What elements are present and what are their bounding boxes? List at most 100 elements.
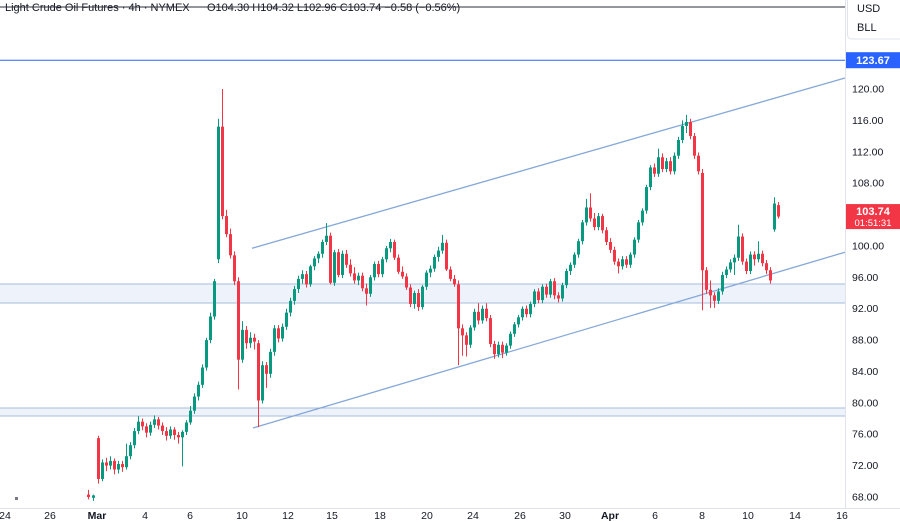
candle-body xyxy=(285,312,288,327)
candle-body xyxy=(709,289,712,296)
trendline[interactable] xyxy=(252,251,846,429)
candle-body xyxy=(625,259,628,265)
candle-body xyxy=(633,239,636,255)
candle-body xyxy=(225,216,228,235)
candles-series[interactable] xyxy=(87,89,780,501)
candle-body xyxy=(657,157,660,174)
candle-body xyxy=(169,429,172,436)
candle-body xyxy=(389,241,392,249)
level-price-badge xyxy=(846,52,900,69)
candle-body xyxy=(577,241,580,255)
candle-body xyxy=(757,253,760,260)
candle-body xyxy=(725,269,728,275)
candle-body xyxy=(229,234,232,256)
candle-body xyxy=(337,252,340,275)
candle-body xyxy=(237,281,240,360)
currency-button[interactable]: USD xyxy=(857,3,880,15)
symbol-legend[interactable]: Light Crude Oil Futures · 4h · NYMEX xyxy=(5,2,190,14)
time-tick-label: 24 xyxy=(467,510,479,522)
time-tick-label: 30 xyxy=(559,510,571,522)
candle-body xyxy=(249,337,252,344)
candle-body xyxy=(637,222,640,240)
candle-body xyxy=(677,139,680,156)
candle-body xyxy=(173,429,176,436)
horizontal-line-drawings[interactable] xyxy=(0,6,845,61)
candle-body xyxy=(693,136,696,156)
candle-body xyxy=(401,271,404,277)
candle-body xyxy=(205,340,208,368)
candle-body xyxy=(773,203,776,230)
candle-body xyxy=(181,431,184,438)
candle-body xyxy=(213,281,216,317)
candle-body xyxy=(597,216,600,228)
candle-body xyxy=(97,438,100,479)
level-price-badge-label: 123.67 xyxy=(856,55,890,67)
candle-body xyxy=(341,253,344,275)
candle-body xyxy=(473,311,476,328)
price-axis[interactable]: 120.00116.00112.00108.00104.00100.0096.0… xyxy=(852,84,884,504)
candle-body xyxy=(501,344,504,353)
candle-body xyxy=(585,207,588,223)
price-zone[interactable] xyxy=(0,407,845,416)
candle-body xyxy=(601,216,604,231)
candle-body xyxy=(529,303,532,315)
candle-body xyxy=(253,337,256,342)
candle-body xyxy=(513,324,516,334)
candle-body xyxy=(425,272,428,287)
candle-body xyxy=(537,291,540,301)
candle-body xyxy=(485,308,488,319)
unit-button[interactable]: BLL xyxy=(857,22,877,34)
time-tick-label: 18 xyxy=(374,510,386,522)
time-tick-label: 16 xyxy=(836,510,848,522)
candle-body xyxy=(617,261,620,267)
candle-body xyxy=(409,287,412,304)
candle-body xyxy=(509,333,512,346)
candle-body xyxy=(201,367,204,385)
price-tick-label: 84.00 xyxy=(852,366,878,378)
candle-body xyxy=(309,266,312,285)
unit-selector[interactable]: USD BLL xyxy=(847,0,900,40)
candle-body xyxy=(325,235,328,242)
time-tick-label: 14 xyxy=(789,510,801,522)
time-tick-label: 15 xyxy=(326,510,338,522)
candle-body xyxy=(621,259,624,267)
candle-body xyxy=(517,317,520,325)
time-axis[interactable]: 24 26 Mar 4 6 10 12 15 18 20 24 26 30 Apr 6 8 10 14 16 xyxy=(0,510,848,522)
candle-body xyxy=(665,161,668,170)
candle-body xyxy=(413,292,416,304)
candle-body xyxy=(289,300,292,313)
candle-body xyxy=(137,421,140,432)
price-tick-label: 96.00 xyxy=(852,272,878,284)
candle-body xyxy=(113,460,116,470)
candle-body xyxy=(609,241,612,250)
candle-body xyxy=(765,263,768,271)
candle-body xyxy=(461,328,464,336)
time-tick-label: 26 xyxy=(44,510,56,522)
parallel-channel[interactable] xyxy=(251,77,846,429)
candle-body xyxy=(429,268,432,273)
price-tick-label: 72.00 xyxy=(852,460,878,472)
candle-body xyxy=(101,462,104,479)
candle-body xyxy=(281,326,284,339)
candle-body xyxy=(493,343,496,355)
candle-body xyxy=(717,291,720,301)
candle-body xyxy=(125,456,128,468)
candle-body xyxy=(477,311,480,321)
candle-body xyxy=(613,249,616,262)
price-tick-label: 68.00 xyxy=(852,491,878,503)
candle-body xyxy=(133,431,136,446)
candle-body xyxy=(369,277,372,294)
candle-body xyxy=(565,271,568,286)
candle-body xyxy=(293,289,296,301)
candle-body xyxy=(573,254,576,265)
candle-body xyxy=(753,254,756,260)
candle-body xyxy=(761,253,764,264)
candle-body xyxy=(233,255,236,282)
trendline[interactable] xyxy=(251,77,846,249)
candle-body xyxy=(157,419,160,426)
candle-body xyxy=(313,258,316,267)
candle-body xyxy=(721,274,724,292)
candle-body xyxy=(433,256,436,269)
price-tick-label: 88.00 xyxy=(852,335,878,347)
